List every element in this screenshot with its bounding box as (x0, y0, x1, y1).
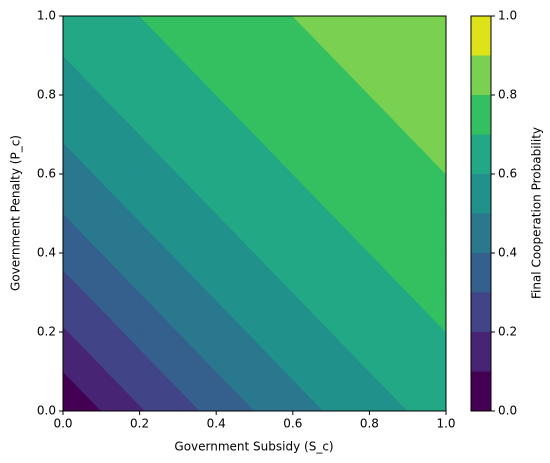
colorbar-label: Final Cooperation Probability (530, 127, 544, 299)
x-axis-label: Government Subsidy (S_c) (174, 440, 333, 454)
colorbar-tick-label: 1.0 (498, 9, 517, 23)
colorbar-tick-label: 0.8 (498, 88, 517, 102)
colorbar-band (471, 292, 491, 332)
colorbar-band (471, 371, 491, 411)
x-tick-label: 0.0 (53, 417, 72, 431)
colorbar-tick-label: 0.4 (498, 246, 517, 260)
y-tick-label: 0.6 (37, 167, 56, 181)
colorbar-band (471, 174, 491, 214)
colorbar-band (471, 55, 491, 95)
x-tick-label: 0.4 (207, 417, 226, 431)
colorbar-tick-label: 0.6 (498, 167, 517, 181)
colorbar-band (471, 95, 491, 135)
x-tick-label: 0.8 (360, 417, 379, 431)
colorbar-frame (470, 15, 492, 412)
y-tick-label: 0.2 (37, 325, 56, 339)
x-tick-label: 0.6 (283, 417, 302, 431)
y-tick-label: 0.8 (37, 88, 56, 102)
colorbar-band (471, 16, 491, 56)
colorbar-band (471, 332, 491, 372)
y-tick-label: 0.0 (37, 404, 56, 418)
y-axis-label: Government Penalty (P_c) (9, 135, 23, 291)
colorbar-band (471, 213, 491, 253)
y-tick-label: 1.0 (37, 9, 56, 23)
colorbar-band (471, 134, 491, 174)
x-tick-label: 1.0 (436, 417, 455, 431)
colorbar-tick-label: 0.0 (498, 404, 517, 418)
colorbar-band (471, 253, 491, 293)
plot-frame (62, 15, 447, 412)
colorbar-tick-label: 0.2 (498, 325, 517, 339)
y-tick-label: 0.4 (37, 246, 56, 260)
x-tick-label: 0.2 (130, 417, 149, 431)
